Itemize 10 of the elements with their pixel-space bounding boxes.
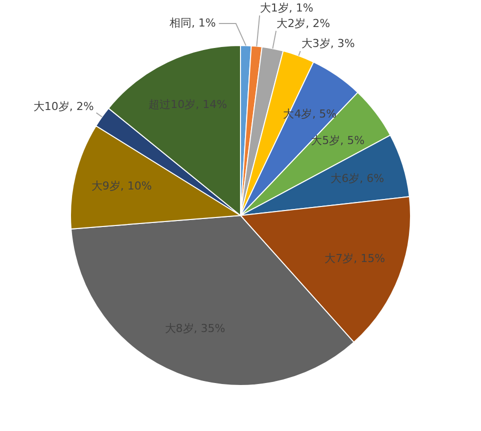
slice-label: 大1岁, 1%: [260, 1, 314, 14]
slice-label: 大10岁, 2%: [33, 100, 94, 113]
slice-label: 大9岁, 10%: [91, 180, 152, 192]
slice-label: 大5岁, 5%: [311, 134, 365, 148]
slice-label: 相同, 1%: [169, 16, 216, 30]
slice-label: 大2岁, 2%: [276, 16, 330, 30]
slice-label: 大7岁, 15%: [324, 252, 386, 266]
slice-label: 大6岁, 6%: [330, 172, 384, 186]
slice-label: 大3岁, 3%: [301, 37, 355, 50]
slice-label: 大4岁, 5%: [283, 108, 337, 121]
